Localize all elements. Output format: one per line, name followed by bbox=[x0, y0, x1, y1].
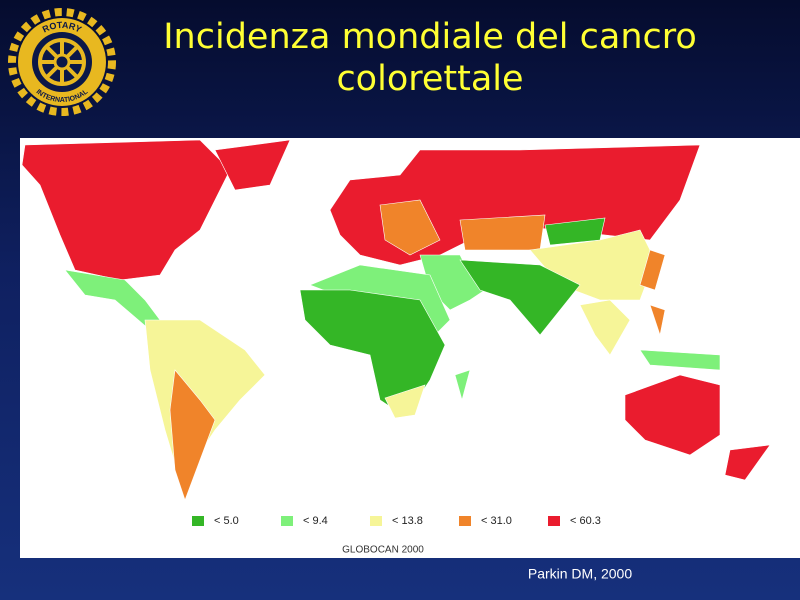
rotary-logo: ROTARY INTERNATIONAL bbox=[8, 8, 116, 116]
map-region bbox=[579, 299, 631, 356]
map-region bbox=[214, 139, 291, 191]
slide-title: Incidenza mondiale del cancro colorettal… bbox=[163, 17, 697, 99]
legend-label: < 9.4 bbox=[303, 515, 328, 527]
logo-text-top: ROTARY bbox=[41, 20, 83, 35]
credit: Parkin DM, 2000 bbox=[528, 566, 632, 582]
logo-hub bbox=[53, 53, 71, 71]
legend-label: < 5.0 bbox=[214, 515, 239, 527]
map-region bbox=[624, 374, 721, 456]
legend-swatch bbox=[281, 516, 293, 526]
map-region bbox=[639, 349, 721, 371]
logo-text-top-path: ROTARY bbox=[41, 20, 83, 35]
legend-swatch bbox=[370, 516, 382, 526]
logo-gear bbox=[8, 8, 116, 116]
legend: < 5.0 < 9.4 < 13.8 < 31.0 < 60.3 bbox=[192, 515, 601, 527]
legend-label: < 31.0 bbox=[481, 515, 512, 527]
world-map bbox=[21, 139, 771, 501]
map-region bbox=[459, 259, 581, 336]
map-region bbox=[459, 214, 546, 251]
map-region bbox=[454, 369, 471, 402]
legend-swatch bbox=[459, 516, 471, 526]
map-region bbox=[724, 444, 771, 481]
map-region bbox=[379, 199, 441, 256]
legend-label: < 60.3 bbox=[570, 515, 601, 527]
legend-label: < 13.8 bbox=[392, 515, 423, 527]
map-region bbox=[169, 369, 216, 501]
map-caption: GLOBOCAN 2000 bbox=[342, 545, 424, 556]
map-region bbox=[639, 249, 666, 291]
map-region bbox=[544, 217, 606, 246]
legend-swatch bbox=[548, 516, 560, 526]
map-region bbox=[384, 384, 426, 419]
map-region bbox=[649, 304, 666, 337]
legend-swatch bbox=[192, 516, 204, 526]
